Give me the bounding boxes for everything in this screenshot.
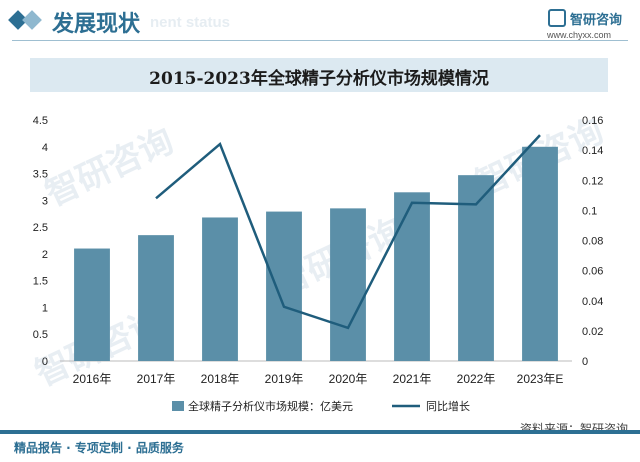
y-right-tick-label: 0.06 [582, 266, 603, 278]
x-tick-label: 2016年 [73, 372, 112, 386]
logo-name: 智研咨询 [570, 13, 623, 28]
y-right-tick-label: 0.16 [582, 115, 603, 127]
x-tick-label: 2021年 [393, 372, 432, 386]
x-tick-label: 2017年 [137, 372, 176, 386]
y-right-tick-label: 0.02 [582, 326, 603, 338]
x-tick-label: 2023年E [517, 372, 564, 386]
footer [0, 430, 640, 462]
legend-label-line: 同比增长 [426, 399, 470, 413]
x-tick-label: 2022年 [457, 372, 496, 386]
y-left-tick-label: 3 [42, 195, 48, 207]
x-tick-label: 2020年 [329, 372, 368, 386]
y-right-tick-label: 0.1 [582, 205, 597, 217]
y-right-tick-label: 0.14 [582, 145, 603, 157]
bar [330, 208, 366, 361]
growth-line [155, 134, 541, 330]
chart-title: 2015-2023年全球精子分析仪市场规模情况 [149, 69, 489, 89]
y-left-tick-label: 0.5 [33, 329, 48, 341]
section-subtitle: nent status [150, 14, 231, 31]
x-tick-label: 2018年 [201, 372, 240, 386]
y-right-tick-label: 0 [582, 356, 588, 368]
bar [394, 192, 430, 361]
bar [458, 175, 494, 361]
y-left-tick-label: 3.5 [33, 169, 48, 181]
bar [202, 217, 238, 361]
legend-swatch-bar [172, 401, 184, 411]
legend-label-bar: 全球精子分析仪市场规模：亿美元 [188, 399, 353, 413]
y-left-tick-label: 2 [42, 249, 48, 261]
logo-url: www.chyxx.com [547, 30, 612, 40]
x-tick-label: 2019年 [265, 372, 304, 386]
bar [522, 146, 558, 361]
y-right-tick-label: 0.12 [582, 175, 603, 187]
y-left-tick-label: 4.5 [33, 115, 48, 127]
section-title: 发展现状 [52, 12, 141, 37]
bar [138, 235, 174, 361]
y-right-tick-label: 0.04 [582, 296, 603, 308]
y-left-tick-label: 1.5 [33, 276, 48, 288]
y-left-tick-label: 2.5 [33, 222, 48, 234]
chart-canvas: 0 0.5 1 1.5 2 2.5 3 3.5 4 4.5 0 0.02 0.04 0.06 0.08 0.1… [33, 115, 604, 413]
chart-title-band [30, 58, 608, 92]
y-right-tick-label: 0.08 [582, 236, 603, 248]
header-divider [12, 40, 628, 41]
footer-divider [0, 430, 640, 434]
logo-icon [548, 9, 566, 27]
bar [74, 248, 110, 361]
bar [266, 211, 302, 361]
y-left-tick-label: 0 [42, 356, 48, 368]
footer-slogan: 精品报告 · 专项定制 · 品质服务 [14, 441, 184, 455]
y-left-tick-label: 1 [42, 302, 48, 314]
page-header: nent status 发展现状 智研咨询 www.chyxx.com [0, 0, 640, 46]
y-left-tick-label: 4 [42, 142, 48, 154]
